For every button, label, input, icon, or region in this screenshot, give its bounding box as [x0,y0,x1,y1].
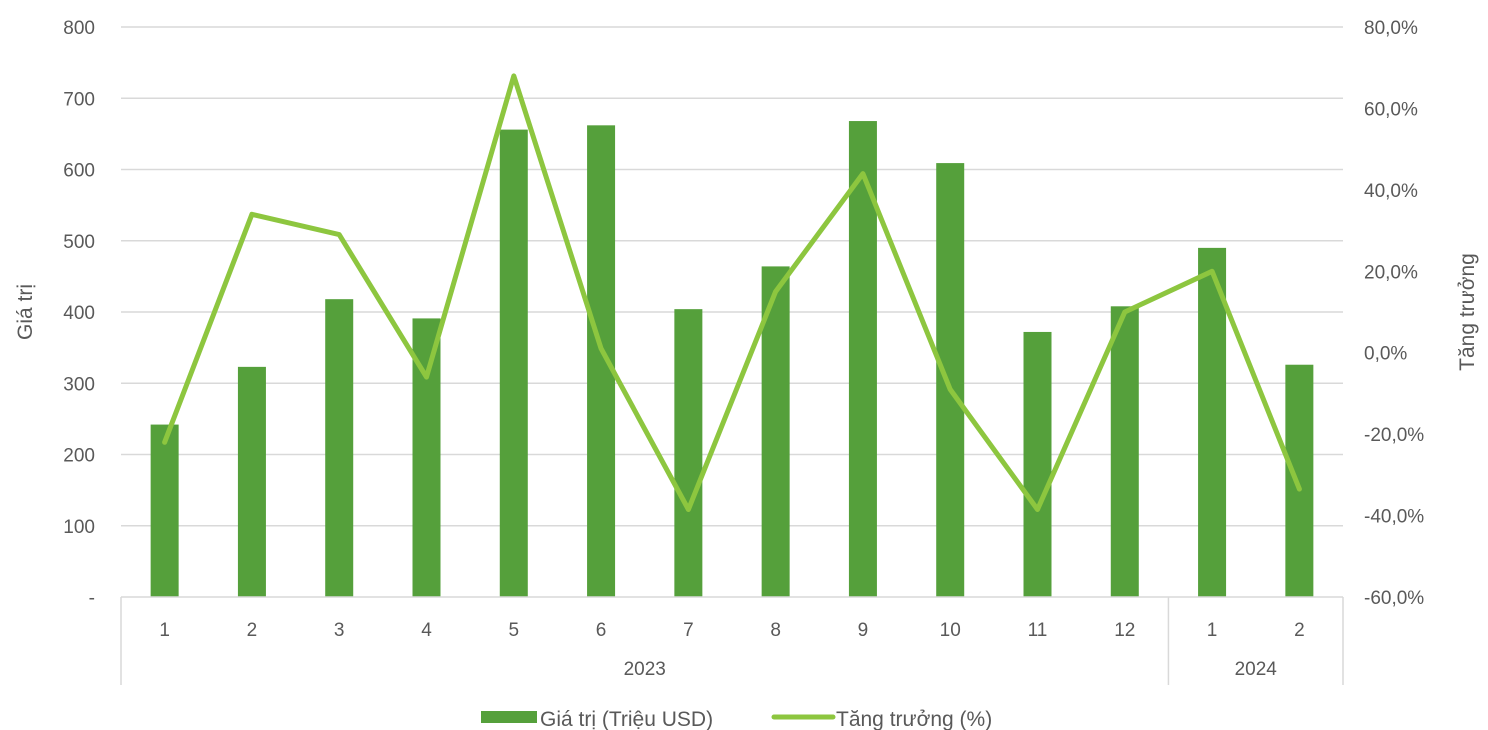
y-axis-left-title: Giá trị [14,284,37,340]
y-left-tick-label: 600 [63,161,95,182]
y-left-tick-label: 700 [63,89,95,110]
bar [936,163,965,597]
x-tick-label: 8 [770,620,781,641]
x-tick-label: 12 [1114,620,1135,641]
x-tick-label: 3 [334,620,345,641]
x-tick-label: 1 [159,620,170,641]
legend-label-bar: Giá trị (Triệu USD) [540,708,713,730]
y-right-tick-label: 40,0% [1364,181,1418,202]
y-left-tick-label: 500 [63,232,95,253]
y-right-tick-label: -20,0% [1364,425,1424,446]
bar [1110,306,1139,597]
bar [237,366,266,597]
bar [325,299,354,597]
y-axis-left: - 100 200 300 400 500 600 700 800 [63,18,95,609]
x-tick-label: 7 [683,620,694,641]
legend: Giá trị (Triệu USD) Tăng trưởng (%) [481,708,992,730]
x-tick-label: 10 [940,620,961,641]
bar [1023,331,1052,597]
bar [499,129,528,597]
bar [1198,247,1227,597]
y-right-tick-label: 60,0% [1364,99,1418,120]
x-tick-label: 2 [247,620,258,641]
y-left-tick-label: 800 [63,18,95,39]
legend-swatch-bar [481,711,537,723]
bar [587,125,616,597]
series-line [162,73,1302,512]
y-right-tick-label: -60,0% [1364,588,1424,609]
y-left-tick-label: - [89,588,95,609]
y-axis-right: -60,0% -40,0% -20,0% 0,0% 20,0% 40,0% 60,0% 80,… [1364,18,1424,609]
x-tick-label: 1 [1207,620,1218,641]
y-right-tick-label: -40,0% [1364,507,1424,528]
x-tick-label: 2 [1294,620,1305,641]
x-tick-label: 11 [1028,620,1048,641]
x-tick-label: 4 [421,620,432,641]
bar [1285,364,1314,597]
line-series [162,73,1302,512]
y-left-tick-label: 300 [63,374,95,395]
y-right-tick-label: 80,0% [1364,18,1418,39]
y-left-tick-label: 400 [63,303,95,324]
x-tick-label: 5 [508,620,519,641]
bar [150,424,179,597]
x-group-label: 2023 [624,659,666,680]
y-right-tick-label: 20,0% [1364,262,1418,283]
bar-series [150,121,1314,598]
y-left-tick-label: 100 [63,517,95,538]
bar [674,309,703,597]
y-left-tick-label: 200 [63,446,95,467]
x-group-label: 2024 [1235,659,1278,680]
x-tick-label: 6 [596,620,607,641]
x-tick-label: 9 [858,620,869,641]
legend-label-line: Tăng trưởng (%) [836,708,992,730]
gridlines [121,26,1343,527]
y-right-tick-label: 0,0% [1364,344,1407,365]
y-axis-right-title: Tăng trưởng [1456,253,1479,371]
